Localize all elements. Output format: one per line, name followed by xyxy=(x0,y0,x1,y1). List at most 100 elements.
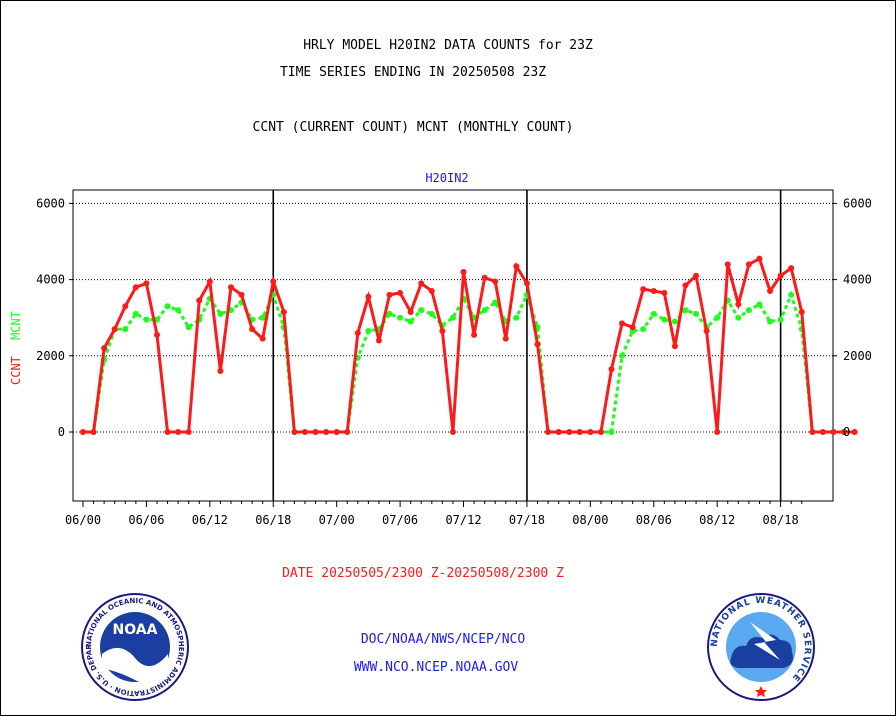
noaa-logo-text: NOAA xyxy=(113,622,158,638)
point-ccnt xyxy=(259,335,266,342)
series-layer xyxy=(80,255,858,435)
x-tick-label: 07/06 xyxy=(382,513,418,527)
point-ccnt xyxy=(249,326,256,333)
chart-title-line2: TIME SERIES ENDING IN 20250508 23Z xyxy=(279,65,547,80)
point-ccnt xyxy=(587,429,594,435)
point-ccnt xyxy=(745,261,752,268)
point-mcnt xyxy=(132,310,139,317)
website-link-text[interactable]: WWW.NCO.NCEP.NOAA.GOV xyxy=(353,660,519,675)
point-ccnt xyxy=(492,278,499,285)
point-ccnt xyxy=(703,328,710,335)
y-tick-label-left: 2000 xyxy=(36,349,65,363)
date-range-label: DATE 20250505/2300 Z-20250508/2300 Z xyxy=(282,566,564,581)
point-ccnt xyxy=(238,291,245,298)
point-mcnt xyxy=(745,307,752,314)
x-tick-label: 08/06 xyxy=(636,513,672,527)
point-ccnt xyxy=(407,308,414,315)
point-ccnt xyxy=(523,280,530,287)
y-tick-label-right: 4000 xyxy=(843,273,872,287)
point-mcnt xyxy=(767,318,774,325)
point-mcnt xyxy=(365,328,372,335)
point-ccnt xyxy=(640,286,647,293)
point-ccnt xyxy=(608,366,615,373)
point-ccnt xyxy=(111,326,118,333)
label-layer: 0 0 2000 2000 4000 4000 6000 6000 06/00 06/06 06/1… xyxy=(9,196,872,527)
point-ccnt xyxy=(661,289,668,296)
point-mcnt xyxy=(777,316,784,323)
plot-station-label: H20IN2 xyxy=(425,171,469,185)
point-mcnt xyxy=(682,307,689,314)
point-mcnt xyxy=(175,307,182,314)
point-mcnt xyxy=(418,307,425,314)
point-ccnt xyxy=(471,331,478,338)
point-ccnt xyxy=(777,272,784,279)
point-ccnt xyxy=(153,331,160,338)
point-mcnt xyxy=(481,307,488,314)
point-mcnt xyxy=(397,314,404,321)
x-tick-label: 06/00 xyxy=(65,513,101,527)
point-ccnt xyxy=(132,284,139,291)
point-ccnt xyxy=(386,291,393,298)
point-mcnt xyxy=(386,310,393,317)
point-ccnt xyxy=(397,289,404,296)
chart-subtitle: CCNT (CURRENT COUNT) MCNT (MONTHLY COUNT… xyxy=(252,120,574,135)
point-ccnt xyxy=(830,429,837,435)
point-ccnt xyxy=(185,429,192,435)
point-ccnt xyxy=(428,288,435,295)
point-ccnt xyxy=(90,429,97,435)
point-ccnt xyxy=(534,341,541,348)
point-ccnt xyxy=(566,429,573,435)
point-ccnt xyxy=(629,324,636,331)
point-ccnt xyxy=(333,429,340,435)
point-ccnt xyxy=(354,329,361,336)
point-ccnt xyxy=(682,282,689,289)
point-ccnt xyxy=(312,429,319,435)
point-mcnt xyxy=(640,326,647,333)
x-tick-label: 06/18 xyxy=(255,513,291,527)
chart-title-line1: HRLY MODEL H20IN2 DATA COUNTS for 23Z xyxy=(303,38,593,53)
point-ccnt xyxy=(767,288,774,295)
point-ccnt xyxy=(576,429,583,435)
point-ccnt xyxy=(101,345,108,352)
point-mcnt xyxy=(650,310,657,317)
point-ccnt xyxy=(460,268,467,275)
point-ccnt xyxy=(280,308,287,315)
point-ccnt xyxy=(217,368,224,375)
series-line-ccnt xyxy=(83,256,855,434)
point-mcnt xyxy=(735,314,742,321)
nws-logo-icon: NATIONAL WEATHER SERVICE xyxy=(707,593,815,701)
y-tick-label-right: 6000 xyxy=(843,196,872,210)
point-ccnt xyxy=(693,272,700,279)
point-ccnt xyxy=(365,293,372,300)
point-mcnt xyxy=(259,314,266,321)
point-mcnt xyxy=(407,318,414,325)
x-tick-label: 06/06 xyxy=(128,513,164,527)
point-mcnt xyxy=(449,314,456,321)
point-ccnt xyxy=(418,280,425,287)
point-mcnt xyxy=(788,291,795,298)
point-mcnt xyxy=(756,301,763,308)
noaa-logo-icon: NATIONAL OCEANIC AND ATMOSPHERIC ADMINIS… xyxy=(80,592,189,701)
x-tick-label: 07/00 xyxy=(319,513,355,527)
point-ccnt xyxy=(671,343,678,350)
point-mcnt xyxy=(428,310,435,317)
point-ccnt xyxy=(502,335,509,342)
doc-link-text[interactable]: DOC/NOAA/NWS/NCEP/NCO xyxy=(360,632,526,647)
point-mcnt xyxy=(217,310,224,317)
point-ccnt xyxy=(851,429,858,435)
point-ccnt xyxy=(819,429,826,435)
point-mcnt xyxy=(122,326,129,333)
x-tick-label: 07/12 xyxy=(445,513,481,527)
point-ccnt xyxy=(735,301,742,308)
point-mcnt xyxy=(714,314,721,321)
point-ccnt xyxy=(449,429,456,435)
point-ccnt xyxy=(206,278,213,285)
x-tick-label: 08/00 xyxy=(572,513,608,527)
point-mcnt xyxy=(143,316,150,323)
point-mcnt xyxy=(492,299,499,306)
y-tick-label-left: 6000 xyxy=(36,196,65,210)
point-ccnt xyxy=(809,429,816,435)
point-ccnt xyxy=(619,320,626,327)
point-ccnt xyxy=(756,255,763,262)
point-mcnt xyxy=(671,318,678,325)
